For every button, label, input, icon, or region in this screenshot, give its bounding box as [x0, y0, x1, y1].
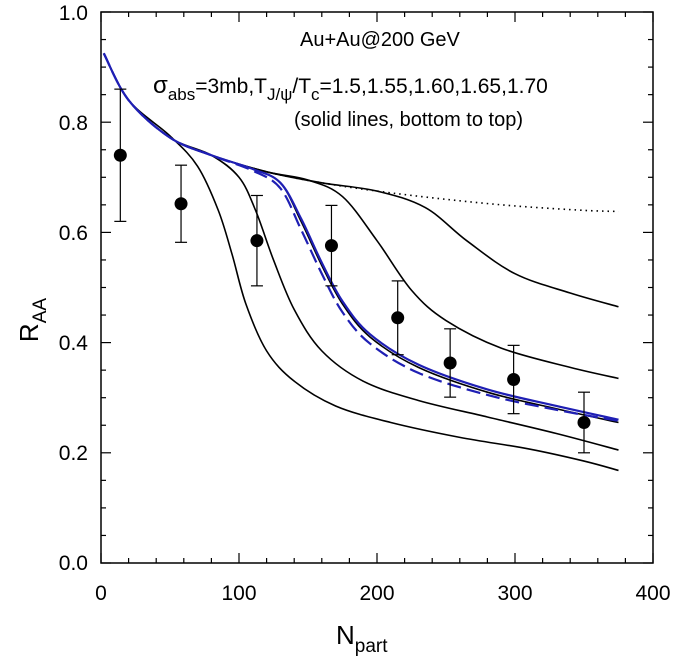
data-point — [250, 234, 264, 248]
y-tick-label: 0.2 — [59, 442, 88, 465]
annotation-collision: Au+Au@200 GeV — [300, 29, 461, 51]
x-axis-label: Npart — [336, 620, 388, 657]
data-point — [443, 356, 457, 370]
x-tick-label: 200 — [359, 582, 394, 605]
series-line-7 — [102, 52, 619, 421]
x-tick-label: 0 — [95, 582, 107, 605]
annotation-parameters: σabs=3mb,TJ/ψ/Tc=1.5,1.55,1.60,1.65,1.70 — [153, 72, 548, 104]
y-tick-labels: 0.0 0.2 0.4 0.6 0.8 1.0 — [59, 2, 89, 575]
y-axis-label: RAA — [14, 298, 51, 342]
series-line-1 — [103, 52, 619, 472]
x-tick-label: 100 — [221, 582, 256, 605]
y-tick-label: 0.0 — [59, 552, 88, 575]
data-point — [324, 239, 338, 253]
x-tick-label: 300 — [497, 582, 532, 605]
plot-points — [113, 88, 591, 454]
data-point — [391, 311, 405, 325]
data-point — [577, 415, 591, 429]
plot-lines — [102, 52, 619, 472]
y-tick-label: 1.0 — [59, 2, 88, 25]
series-line-8 — [102, 52, 619, 422]
y-tick-label: 0.4 — [59, 332, 89, 355]
x-tick-label: 400 — [635, 582, 670, 605]
y-tick-label: 0.6 — [59, 222, 88, 245]
data-point — [174, 197, 188, 211]
y-tick-label: 0.8 — [59, 112, 88, 135]
x-tick-labels: 0 100 200 300 400 — [95, 582, 670, 605]
annotation-legend-note: (solid lines, bottom to top) — [294, 109, 523, 131]
data-point — [113, 148, 127, 162]
plot-frame — [100, 11, 654, 564]
data-point — [507, 373, 521, 387]
